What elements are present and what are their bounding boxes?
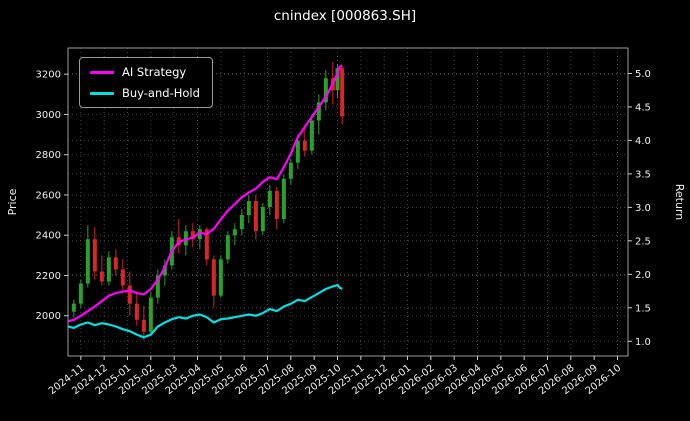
svg-text:1.0: 1.0 [635, 337, 651, 348]
buy-and-hold-line-swatch [90, 91, 114, 95]
svg-text:3.5: 3.5 [635, 169, 651, 180]
svg-text:3200: 3200 [36, 70, 61, 81]
svg-text:4.5: 4.5 [635, 102, 651, 113]
svg-text:2600: 2600 [36, 190, 61, 201]
buy-and-hold-label: Buy-and-Hold [122, 86, 200, 100]
svg-text:3.0: 3.0 [635, 203, 651, 214]
ai-strategy-label: AI Strategy [122, 65, 187, 79]
svg-text:5.0: 5.0 [635, 69, 651, 80]
svg-text:4.0: 4.0 [635, 136, 651, 147]
chart-title: cnindex [000863.SH] [273, 8, 417, 24]
svg-text:2800: 2800 [36, 150, 61, 161]
svg-text:2200: 2200 [36, 271, 61, 282]
legend-item-buy-and-hold: Buy-and-Hold [90, 86, 200, 100]
legend-item-ai-strategy: AI Strategy [90, 65, 200, 79]
ai-strategy-line-swatch [90, 70, 114, 74]
legend: AI Strategy Buy-and-Hold [79, 57, 213, 108]
svg-text:3000: 3000 [36, 110, 61, 121]
svg-text:2.0: 2.0 [635, 270, 651, 281]
right-axis-label: Return [673, 184, 686, 221]
svg-text:2000: 2000 [36, 311, 61, 322]
svg-text:1.5: 1.5 [635, 303, 651, 314]
svg-text:2400: 2400 [36, 231, 61, 242]
svg-text:2.5: 2.5 [635, 236, 651, 247]
left-axis-label: Price [6, 188, 19, 215]
